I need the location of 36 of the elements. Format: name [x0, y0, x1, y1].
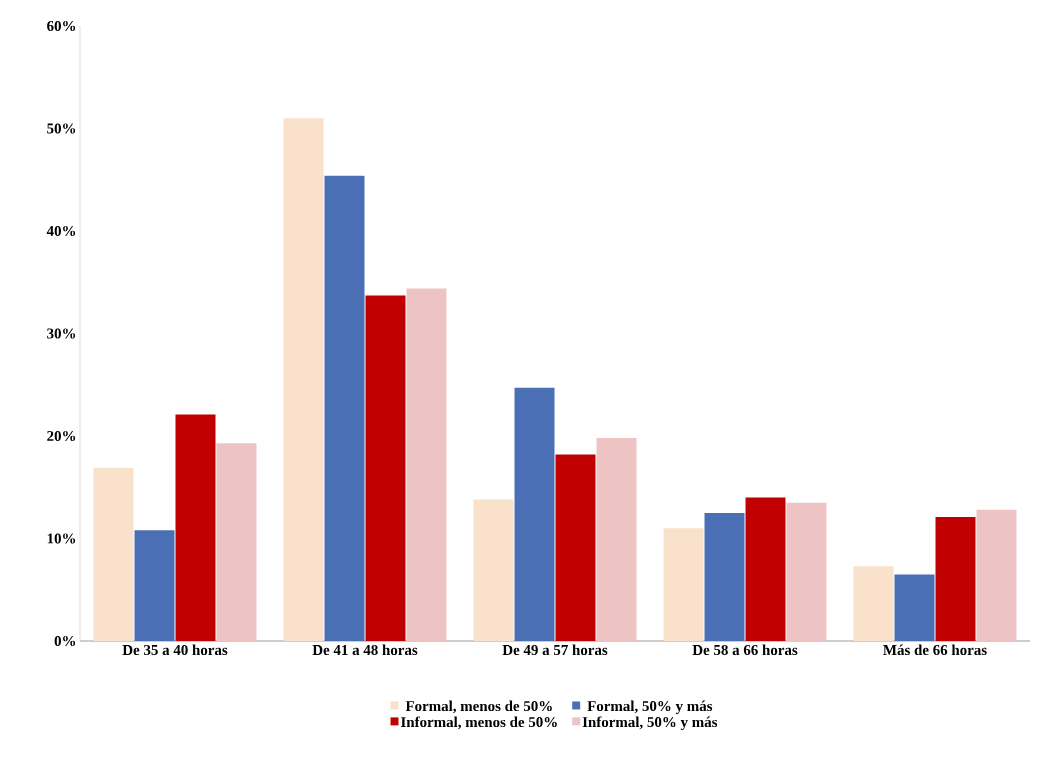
bar	[406, 288, 447, 641]
bar	[134, 530, 175, 641]
bar	[894, 574, 935, 641]
y-tick-label: 40%	[46, 225, 76, 237]
bar	[514, 387, 555, 641]
bar	[663, 528, 704, 641]
bar	[555, 454, 596, 641]
bar	[853, 566, 894, 641]
legend-label: Informal, 50% y más	[582, 716, 718, 731]
bar	[324, 175, 365, 641]
bar	[935, 516, 976, 641]
x-tick-label: De 41 a 48 horas	[312, 644, 418, 656]
bar	[786, 502, 827, 641]
bar	[745, 497, 786, 641]
legend-label: Formal, 50% y más	[587, 700, 713, 715]
bar	[93, 467, 134, 641]
bar	[175, 414, 216, 641]
y-tick-label: 50%	[47, 123, 76, 134]
x-tick-label: De 35 a 40 horas	[122, 644, 228, 656]
y-tick-label: 0%	[54, 635, 76, 647]
legend-label: Formal, menos de 50%	[405, 700, 552, 714]
bar	[704, 512, 745, 641]
bar	[976, 509, 1017, 641]
y-tick-label: 10%	[47, 533, 76, 544]
bar	[283, 118, 324, 641]
y-tick-label: 20%	[47, 430, 76, 442]
bar	[473, 499, 514, 641]
bar	[596, 438, 637, 641]
bar	[365, 295, 406, 641]
x-tick-label: Más de 66 horas	[883, 644, 987, 656]
x-tick-label: De 49 a 57 horas	[502, 644, 608, 656]
bar	[216, 443, 257, 641]
x-tick-label: De 58 a 66 horas	[692, 644, 798, 656]
y-tick-label: 30%	[47, 328, 76, 339]
legend-label: Informal, menos de 50%	[400, 716, 557, 730]
y-tick-label: 60%	[47, 20, 76, 32]
